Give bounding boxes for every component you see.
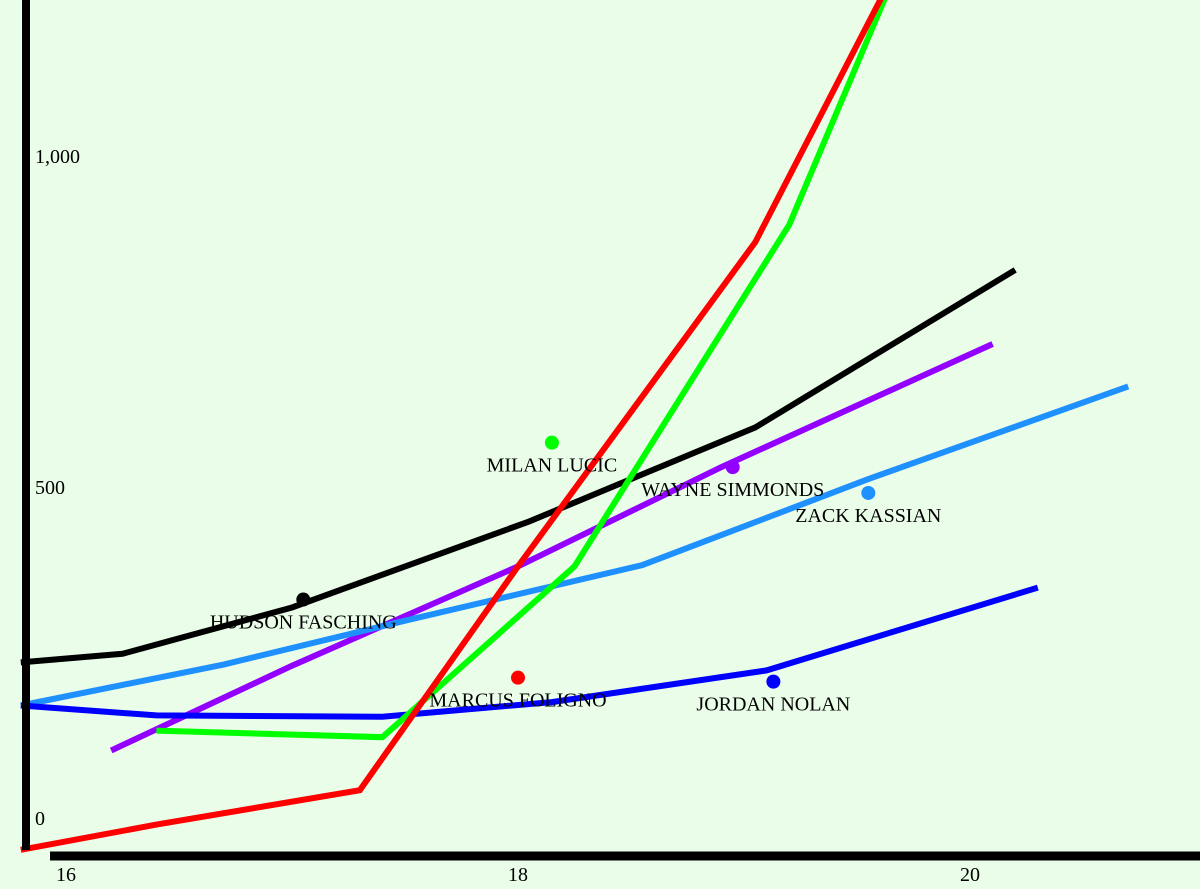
ticks-layer: 16 18 20 0 500 1,000 [35,146,980,886]
data-point-label: MARCUS FOLIGNO [429,690,606,712]
data-point [725,460,740,475]
series-line-1 [20,267,1017,666]
y-tick-label: 0 [35,808,45,830]
y-tick-label: 500 [35,477,65,499]
data-point [766,674,781,689]
series-line-5 [156,0,888,741]
axes-layer [22,0,1200,861]
data-point [511,670,525,685]
data-point-label: MILAN LUCIC [487,455,618,477]
data-point-label: ZACK KASSIAN [795,505,941,527]
data-point [296,592,311,607]
data-point [861,485,876,500]
data-point-label: JORDAN NOLAN [696,694,850,716]
data-point [544,435,559,450]
x-tick-label: 16 [56,864,76,886]
data-point-label: WAYNE SIMMONDS [641,479,824,501]
points-layer: HUDSON FASCHING MILAN LUCIC WAYNE SIMMONDS… [210,435,941,716]
x-tick-label: 18 [508,864,528,886]
y-tick-label: 1,000 [35,146,80,168]
x-tick-label: 20 [960,864,980,886]
data-point-label: HUDSON FASCHING [210,612,397,634]
series-line-4 [20,584,1039,720]
series-line-6 [20,0,884,853]
series-line-3 [20,383,1130,709]
series-layer [20,0,1130,853]
